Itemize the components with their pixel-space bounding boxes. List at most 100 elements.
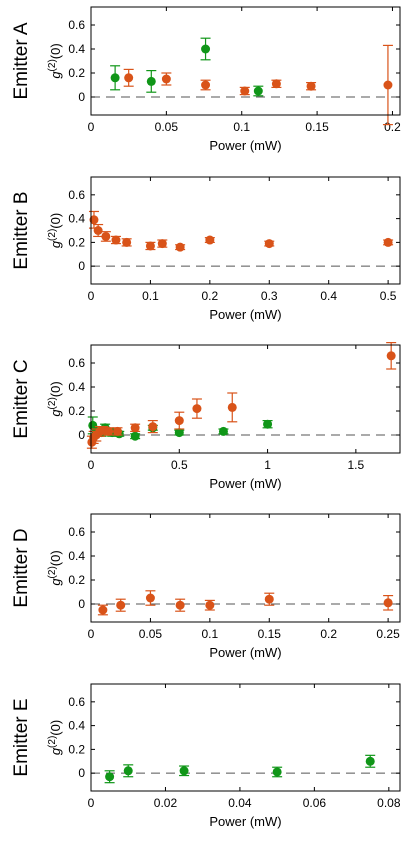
p3-point — [227, 402, 237, 412]
p1-ytick-label: 0.4 — [68, 42, 85, 56]
p1-xtick-label: 0 — [88, 120, 95, 134]
panel-p1: 0 0.05 0.1 0.15 0.2 0 0.2 0.4 0.6 Power (mW) g(2)(… — [11, 6, 401, 153]
panel-p3: 0 0.5 1 1.5 0 0.2 0.4 0.6 Power (mW) g(2)(0) Emitt… — [11, 342, 401, 491]
p1-point — [146, 76, 156, 86]
p4-point — [98, 605, 108, 615]
p3-xtick-label: 1 — [264, 458, 271, 472]
p1-point — [383, 80, 393, 90]
panel-p4: 0 0.05 0.1 0.15 0.2 0.25 0 0.2 0.4 0.6 Power (mW) g… — [11, 513, 401, 660]
p2-point — [89, 215, 99, 225]
p4-ytick-label: 0.2 — [68, 573, 85, 587]
p1-y-axis-label: g(2)(0) — [47, 43, 63, 78]
p2-ytick-label: 0 — [78, 259, 85, 273]
p4-frame — [90, 513, 401, 623]
p5-xtick-label: 0.08 — [377, 796, 401, 810]
p5-x-axis-label: Power (mW) — [209, 814, 281, 829]
p2-xtick-label: 0.5 — [380, 289, 397, 303]
p4-xtick-label: 0.2 — [320, 627, 337, 641]
p1-xtick-label: 0.15 — [305, 120, 329, 134]
p3-ytick-label: 0 — [78, 428, 85, 442]
p5-y-axis-label: g(2)(0) — [47, 720, 63, 755]
p5-point — [365, 756, 375, 766]
p5-ytick-label: 0.2 — [68, 742, 85, 756]
p4-ytick-label: 0.6 — [68, 525, 85, 539]
p2-ytick-label: 0.6 — [68, 188, 85, 202]
p5-point — [272, 767, 282, 777]
p3-ytick-label: 0.2 — [68, 404, 85, 418]
p1-point — [110, 73, 120, 83]
p3-point — [148, 422, 158, 432]
p2-frame — [90, 176, 401, 285]
p1-frame — [90, 6, 401, 116]
p2-xtick-label: 0.2 — [202, 289, 219, 303]
p1-ytick-label: 0.2 — [68, 66, 85, 80]
p3-xtick-label: 1.5 — [348, 458, 365, 472]
p1-ytick-label: 0.6 — [68, 18, 85, 32]
p1-xtick-label: 0.1 — [233, 120, 250, 134]
p2-point — [264, 239, 274, 249]
p3-point — [192, 404, 202, 414]
p2-point — [157, 239, 167, 249]
p1-point — [240, 86, 250, 96]
p5-emitter-label: Emitter E — [11, 698, 32, 776]
p2-point — [383, 237, 393, 247]
p2-point — [145, 241, 155, 251]
p3-ytick-label: 0.4 — [68, 380, 85, 394]
p3-point — [112, 426, 122, 436]
p1-xtick-label: 0.2 — [384, 120, 401, 134]
p2-y-axis-label: g(2)(0) — [47, 213, 63, 248]
p1-x-axis-label: Power (mW) — [209, 138, 281, 153]
p4-xtick-label: 0.05 — [139, 627, 163, 641]
p3-point — [130, 431, 140, 441]
p3-point — [174, 428, 184, 438]
panel-p2: 0 0.1 0.2 0.3 0.4 0.5 0 0.2 0.4 0.6 Power (mW) g(2)… — [11, 176, 401, 322]
p2-xtick-label: 0.3 — [261, 289, 278, 303]
p4-point — [205, 600, 215, 610]
p1-ytick-label: 0 — [78, 90, 85, 104]
p2-point — [175, 242, 185, 252]
p1-point — [124, 73, 134, 83]
p2-x-axis-label: Power (mW) — [209, 307, 281, 322]
p2-point — [205, 235, 215, 245]
p5-ytick-label: 0 — [78, 766, 85, 780]
p4-xtick-label: 0.1 — [202, 627, 219, 641]
p4-emitter-label: Emitter D — [11, 528, 32, 607]
p5-ytick-label: 0.4 — [68, 719, 85, 733]
p4-xtick-label: 0.25 — [376, 627, 400, 641]
p3-point — [386, 351, 396, 361]
p4-point — [264, 594, 274, 604]
p5-xtick-label: 0.04 — [228, 796, 252, 810]
p3-frame — [90, 344, 401, 454]
p1-point — [161, 74, 171, 84]
p2-point — [101, 231, 111, 241]
p2-xtick-label: 0.4 — [320, 289, 337, 303]
panel-p5: 0 0.02 0.04 0.06 0.08 0 0.2 0.4 0.6 Power (mW) g(2… — [11, 683, 401, 829]
p4-point — [175, 600, 185, 610]
p4-point — [145, 593, 155, 603]
p1-point — [271, 79, 281, 89]
p2-point — [111, 235, 121, 245]
p3-point — [104, 426, 114, 436]
p3-point — [263, 419, 273, 429]
p2-ytick-label: 0.4 — [68, 212, 85, 226]
p3-point — [174, 416, 184, 426]
p1-xtick-label: 0.05 — [155, 120, 179, 134]
p2-xtick-label: 0 — [88, 289, 95, 303]
p3-point — [130, 423, 140, 433]
p4-xtick-label: 0 — [88, 627, 95, 641]
p5-point — [179, 766, 189, 776]
p4-point — [383, 598, 393, 608]
p5-point — [105, 772, 115, 782]
p4-y-axis-label: g(2)(0) — [47, 550, 63, 585]
p2-ytick-label: 0.2 — [68, 235, 85, 249]
p5-ytick-label: 0.6 — [68, 695, 85, 709]
p3-ytick-label: 0.6 — [68, 356, 85, 370]
p5-point — [123, 766, 133, 776]
p3-x-axis-label: Power (mW) — [209, 476, 281, 491]
p1-point — [253, 86, 263, 96]
p4-point — [116, 600, 126, 610]
p1-emitter-label: Emitter A — [11, 22, 32, 99]
p4-ytick-label: 0 — [78, 597, 85, 611]
p2-emitter-label: Emitter B — [11, 191, 32, 269]
